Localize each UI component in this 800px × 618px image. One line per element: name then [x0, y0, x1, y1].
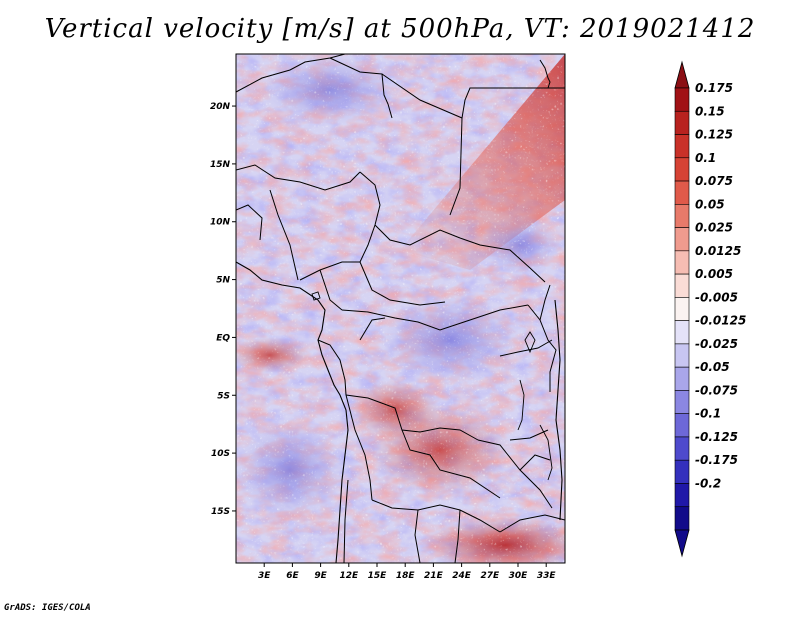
colorbar-label: 0.075	[695, 174, 733, 188]
colorbar-label: -0.075	[695, 383, 738, 397]
colorbar-label: 0.025	[695, 221, 733, 235]
lon-tick-label: 15E	[368, 571, 388, 581]
lat-tick-label: 10S	[211, 449, 230, 459]
colorbar-segment	[674, 204, 690, 228]
colorbar-segment	[674, 110, 690, 135]
lon-tick-label: 30E	[509, 571, 529, 581]
colorbar-label: 0.005	[695, 267, 733, 281]
colorbar-segment	[674, 413, 690, 438]
colorbar-segment	[674, 297, 690, 321]
colorbar-label: 0.05	[695, 197, 725, 211]
colorbar-segment	[674, 459, 690, 484]
lon-tick-label: 3E	[258, 571, 271, 581]
colorbar-segment	[674, 506, 690, 531]
colorbar-segment	[674, 390, 690, 414]
colorbar-label: -0.175	[695, 453, 738, 467]
lon-tick-label: 18E	[396, 571, 416, 581]
colorbar-label: -0.025	[695, 337, 738, 351]
colorbar-label: 0.0125	[695, 244, 741, 258]
colorbar-label: -0.125	[695, 430, 738, 444]
colorbar-segment	[674, 134, 690, 159]
lat-tick-label: EQ	[216, 333, 230, 343]
plot-title: Vertical velocity [m/s] at 500hPa, VT: 2…	[44, 14, 756, 44]
colorbar-segment	[674, 273, 690, 298]
lat-tick-label: 10N	[210, 218, 231, 228]
colorbar-label: -0.1	[695, 407, 721, 421]
country-borders	[236, 54, 565, 563]
colorbar-label: -0.05	[695, 360, 730, 374]
lon-tick-label: 6E	[286, 571, 299, 581]
east-coast	[554, 299, 563, 521]
footer-credit: GrADS: IGES/COLA	[4, 603, 91, 613]
colorbar-min-arrow	[674, 529, 690, 558]
colorbar-segment	[674, 483, 690, 508]
colorbar-max-arrow	[674, 60, 690, 89]
colorbar-label: 0.125	[695, 128, 733, 142]
colorbar-segment	[674, 250, 690, 275]
nile-red-sea	[539, 59, 551, 89]
lakes	[311, 291, 553, 481]
colorbar-segment	[674, 366, 690, 391]
colorbar-label: 0.15	[695, 104, 725, 118]
colorbar-label: 0.175	[695, 81, 733, 95]
lat-tick-label: 5S	[217, 391, 230, 401]
colorbar-segment	[674, 157, 690, 182]
lon-tick-label: 12E	[339, 571, 359, 581]
velocity-field	[236, 54, 565, 563]
colorbar-segment	[674, 180, 690, 205]
colorbar	[674, 60, 690, 558]
colorbar-label: -0.005	[695, 290, 738, 304]
lat-tick-label: 15N	[210, 160, 231, 170]
lon-tick-label: 27E	[480, 571, 500, 581]
colorbar-label: 0.1	[695, 151, 716, 165]
lon-tick-label: 21E	[424, 571, 444, 581]
colorbar-segment	[674, 343, 690, 368]
colorbar-label: -0.0125	[695, 314, 746, 328]
lon-tick-label: 9E	[314, 571, 327, 581]
colorbar-segment	[674, 227, 690, 252]
colorbar-labels: 0.175 0.15 0.125 0.1 0.075 0.05 0.025 0.0125 0.0…	[695, 81, 746, 490]
lat-tick-label: 20N	[210, 102, 231, 112]
colorbar-segment	[674, 320, 690, 345]
colorbar-label: -0.2	[695, 476, 721, 490]
coastline	[236, 261, 349, 563]
longitude-axis: 3E 6E 9E 12E 15E 18E 21E 24E 27E 30E 33E	[258, 563, 556, 581]
lat-tick-label: 5N	[216, 276, 230, 286]
lon-tick-label: 33E	[537, 571, 557, 581]
lat-tick-label: 15S	[211, 507, 230, 517]
latitude-axis: 20N 15N 10N 5N EQ 5S 10S 15S	[210, 102, 236, 517]
lon-tick-label: 24E	[452, 571, 472, 581]
colorbar-segment	[674, 436, 690, 461]
map-frame	[235, 53, 566, 564]
colorbar-segment	[674, 87, 690, 112]
